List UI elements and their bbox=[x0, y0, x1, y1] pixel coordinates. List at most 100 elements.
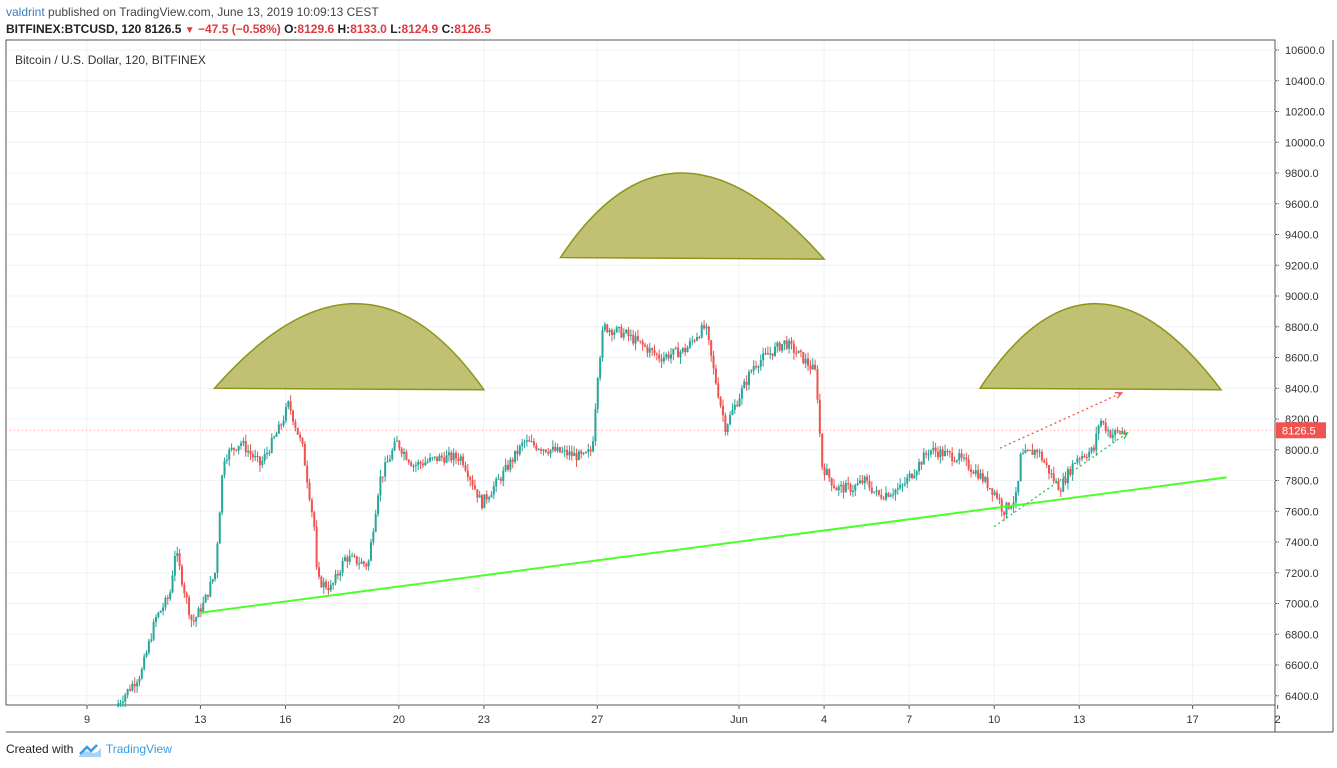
projection-arrowhead bbox=[1114, 392, 1124, 399]
candle-body bbox=[953, 461, 956, 463]
candle-body bbox=[1123, 431, 1126, 433]
candle-body bbox=[384, 462, 387, 477]
candle-body bbox=[776, 342, 779, 347]
candle-body bbox=[712, 355, 715, 369]
candle-body bbox=[540, 449, 543, 451]
x-tick-label: 4 bbox=[821, 714, 827, 726]
candle-body bbox=[1064, 478, 1067, 484]
candle-body bbox=[596, 378, 599, 409]
candle-body bbox=[1090, 447, 1093, 452]
candle-body bbox=[724, 415, 727, 432]
candle-body bbox=[986, 477, 989, 489]
candle-body bbox=[315, 526, 318, 568]
candle-body bbox=[249, 450, 252, 455]
x-tick-label: 23 bbox=[478, 714, 490, 726]
candle-body bbox=[341, 560, 344, 573]
candle-body bbox=[195, 617, 198, 622]
candle-body bbox=[232, 447, 235, 450]
author-link[interactable]: valdrint bbox=[6, 5, 45, 19]
candle-body bbox=[140, 669, 143, 679]
candle-body bbox=[412, 466, 415, 468]
candle-body bbox=[703, 325, 706, 329]
candle-body bbox=[991, 488, 994, 495]
candle-body bbox=[1019, 453, 1022, 481]
candle-body bbox=[721, 405, 724, 416]
candle-body bbox=[1055, 480, 1058, 482]
candle-body bbox=[128, 689, 131, 691]
candle-body bbox=[256, 455, 259, 457]
candle-body bbox=[618, 326, 621, 328]
candle-body bbox=[440, 455, 443, 458]
candle-body bbox=[483, 494, 486, 509]
y-tick-label: 7200.0 bbox=[1285, 568, 1319, 580]
candle-body bbox=[1017, 480, 1020, 493]
candle-body bbox=[424, 462, 427, 466]
candle-body bbox=[235, 449, 238, 451]
candle-body bbox=[766, 353, 769, 355]
candle-body bbox=[925, 452, 928, 455]
candle-body bbox=[325, 581, 328, 588]
head-shoulders-dome bbox=[212, 302, 486, 391]
y-tick-label: 9000.0 bbox=[1285, 291, 1319, 303]
candle-body bbox=[1069, 469, 1072, 475]
projection-arrow-line bbox=[999, 392, 1123, 449]
candle-body bbox=[847, 483, 850, 485]
candle-body bbox=[395, 440, 398, 442]
down-triangle-icon: ▼ bbox=[184, 25, 195, 36]
candle-body bbox=[240, 443, 243, 446]
candle-body bbox=[615, 327, 618, 332]
candle-body bbox=[462, 456, 465, 466]
candle-body bbox=[476, 489, 479, 498]
price-change: −47.5 (−0.58%) bbox=[198, 22, 281, 36]
candle-body bbox=[939, 449, 942, 458]
candle-body bbox=[859, 480, 862, 484]
candle-body bbox=[915, 471, 918, 476]
candle-body bbox=[627, 329, 630, 336]
candle-body bbox=[1062, 478, 1065, 492]
candle-body bbox=[764, 353, 767, 355]
candle-body bbox=[1014, 492, 1017, 503]
candle-body bbox=[580, 451, 583, 454]
candle-body bbox=[237, 445, 240, 451]
head-shoulders-dome bbox=[559, 172, 826, 260]
candle-body bbox=[691, 340, 694, 342]
candle-body bbox=[863, 476, 866, 484]
y-tick-label: 6800.0 bbox=[1285, 629, 1319, 641]
candle-body bbox=[320, 576, 323, 588]
candle-body bbox=[870, 487, 873, 493]
candle-body bbox=[261, 460, 264, 466]
candle-body bbox=[308, 482, 311, 500]
candle-body bbox=[1033, 449, 1036, 455]
candle-body bbox=[693, 340, 696, 342]
candle-body bbox=[1005, 502, 1008, 515]
candle-body bbox=[873, 491, 876, 493]
candle-body bbox=[445, 455, 448, 463]
high-label: H: bbox=[337, 22, 351, 36]
candle-body bbox=[478, 495, 481, 498]
candle-body bbox=[745, 381, 748, 385]
candle-body bbox=[677, 347, 680, 358]
candle-body bbox=[996, 492, 999, 499]
candle-body bbox=[655, 353, 658, 355]
tradingview-brand[interactable]: TradingView bbox=[105, 742, 172, 756]
candle-body bbox=[403, 451, 406, 454]
candle-body bbox=[452, 453, 455, 461]
candle-body bbox=[854, 485, 857, 491]
candle-body bbox=[695, 337, 698, 341]
y-tick-label: 10400.0 bbox=[1285, 76, 1325, 88]
candle-body bbox=[180, 566, 183, 585]
candle-body bbox=[443, 457, 446, 463]
price-chart[interactable]: 10600.0 10400.0 10200.0 10000.0 9800.0 9600.0… bbox=[0, 0, 1337, 740]
candle-body bbox=[1111, 434, 1114, 438]
candle-body bbox=[698, 337, 701, 339]
candle-body bbox=[603, 324, 606, 331]
candle-body bbox=[511, 459, 514, 462]
candle-body bbox=[594, 408, 597, 442]
candle-body bbox=[362, 561, 365, 565]
candle-body bbox=[469, 477, 472, 480]
candle-body bbox=[1043, 460, 1046, 463]
candle-body bbox=[799, 350, 802, 352]
candle-body bbox=[242, 440, 245, 444]
candle-body bbox=[471, 479, 474, 486]
y-tick-label: 9600.0 bbox=[1285, 199, 1319, 211]
